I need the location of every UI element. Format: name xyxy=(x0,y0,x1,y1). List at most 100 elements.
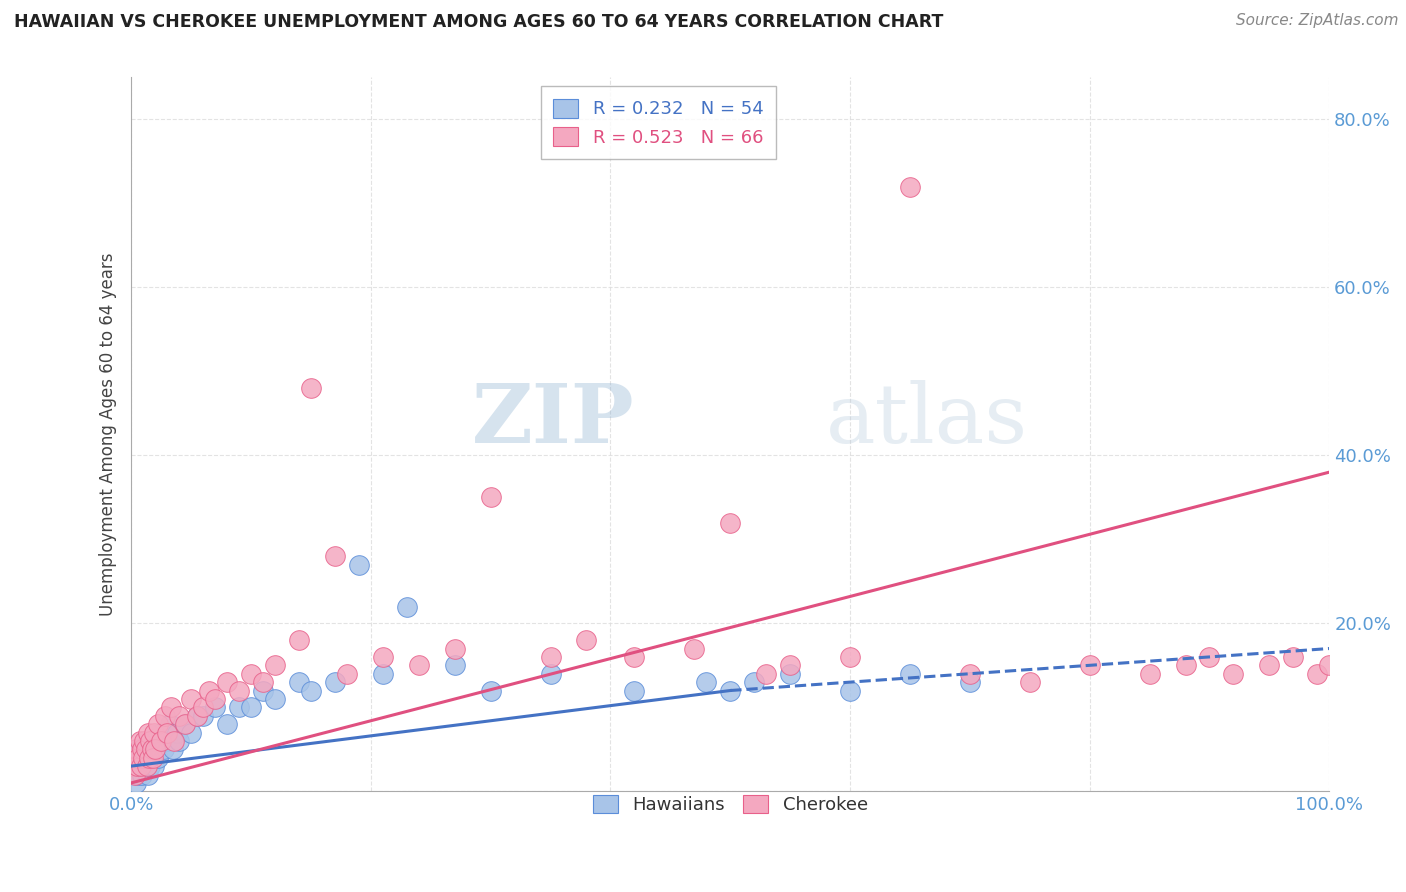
Point xyxy=(141,750,163,764)
Point xyxy=(839,683,862,698)
Point xyxy=(146,717,169,731)
Point xyxy=(124,759,146,773)
Point xyxy=(479,491,502,505)
Point xyxy=(138,734,160,748)
Point xyxy=(540,649,562,664)
Point xyxy=(138,750,160,764)
Point xyxy=(371,666,394,681)
Point xyxy=(142,750,165,764)
Legend: Hawaiians, Cherokee: Hawaiians, Cherokee xyxy=(582,784,879,825)
Point xyxy=(129,759,152,773)
Point xyxy=(755,666,778,681)
Point xyxy=(742,675,765,690)
Point xyxy=(1258,658,1281,673)
Y-axis label: Unemployment Among Ages 60 to 64 years: Unemployment Among Ages 60 to 64 years xyxy=(100,252,117,616)
Point xyxy=(264,692,287,706)
Point xyxy=(143,725,166,739)
Point xyxy=(135,742,157,756)
Point xyxy=(1317,658,1340,673)
Point xyxy=(240,700,263,714)
Point xyxy=(124,767,146,781)
Point xyxy=(371,649,394,664)
Point xyxy=(204,692,226,706)
Point xyxy=(718,683,741,698)
Text: Source: ZipAtlas.com: Source: ZipAtlas.com xyxy=(1236,13,1399,29)
Point xyxy=(122,767,145,781)
Point xyxy=(204,700,226,714)
Point xyxy=(150,734,173,748)
Point xyxy=(162,742,184,756)
Point xyxy=(125,742,148,756)
Point xyxy=(142,742,165,756)
Point xyxy=(139,759,162,773)
Text: atlas: atlas xyxy=(827,380,1028,460)
Point xyxy=(131,767,153,781)
Point xyxy=(156,725,179,739)
Point xyxy=(128,742,150,756)
Point xyxy=(125,776,148,790)
Point xyxy=(540,666,562,681)
Point xyxy=(408,658,430,673)
Point xyxy=(959,675,981,690)
Point xyxy=(143,734,166,748)
Point xyxy=(186,708,208,723)
Point xyxy=(779,666,801,681)
Point xyxy=(127,750,149,764)
Point xyxy=(443,641,465,656)
Point xyxy=(132,750,155,764)
Point xyxy=(1174,658,1197,673)
Point xyxy=(136,725,159,739)
Point xyxy=(718,516,741,530)
Point xyxy=(1139,666,1161,681)
Point xyxy=(252,675,274,690)
Point xyxy=(135,742,157,756)
Point xyxy=(127,767,149,781)
Text: HAWAIIAN VS CHEROKEE UNEMPLOYMENT AMONG AGES 60 TO 64 YEARS CORRELATION CHART: HAWAIIAN VS CHEROKEE UNEMPLOYMENT AMONG … xyxy=(14,13,943,31)
Point xyxy=(347,558,370,572)
Point xyxy=(150,725,173,739)
Point xyxy=(191,708,214,723)
Point xyxy=(228,683,250,698)
Point xyxy=(299,683,322,698)
Point xyxy=(127,759,149,773)
Point xyxy=(1222,666,1244,681)
Point xyxy=(323,549,346,563)
Point xyxy=(1018,675,1040,690)
Point xyxy=(159,700,181,714)
Point xyxy=(127,750,149,764)
Point xyxy=(217,717,239,731)
Point xyxy=(159,717,181,731)
Point xyxy=(299,381,322,395)
Point xyxy=(143,742,166,756)
Point xyxy=(167,734,190,748)
Point xyxy=(683,641,706,656)
Point xyxy=(898,666,921,681)
Point xyxy=(839,649,862,664)
Point xyxy=(443,658,465,673)
Point xyxy=(252,683,274,698)
Point xyxy=(152,742,174,756)
Point xyxy=(779,658,801,673)
Point xyxy=(156,734,179,748)
Point xyxy=(191,700,214,714)
Point xyxy=(128,734,150,748)
Point xyxy=(166,725,188,739)
Point xyxy=(198,683,221,698)
Point xyxy=(479,683,502,698)
Point xyxy=(180,692,202,706)
Point xyxy=(122,750,145,764)
Point xyxy=(1078,658,1101,673)
Point xyxy=(264,658,287,673)
Point xyxy=(1306,666,1329,681)
Point xyxy=(131,742,153,756)
Point xyxy=(1198,649,1220,664)
Point xyxy=(132,750,155,764)
Point xyxy=(163,734,186,748)
Point xyxy=(695,675,717,690)
Point xyxy=(228,700,250,714)
Point xyxy=(141,742,163,756)
Point xyxy=(146,750,169,764)
Point xyxy=(217,675,239,690)
Point xyxy=(240,666,263,681)
Point xyxy=(135,759,157,773)
